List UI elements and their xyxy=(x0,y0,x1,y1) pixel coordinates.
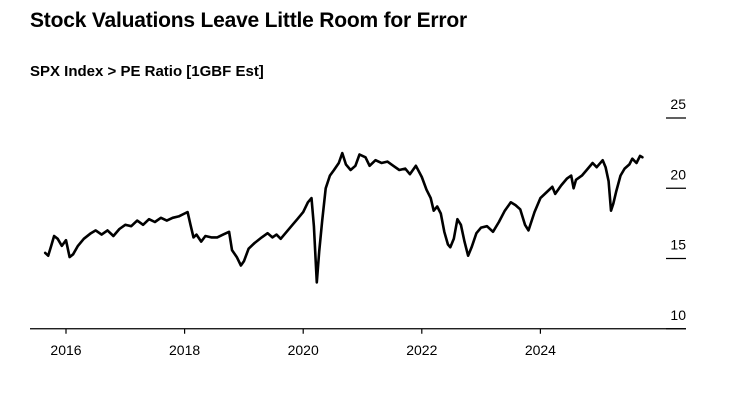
y-tick-label: 10 xyxy=(670,307,686,323)
chart-subtitle: SPX Index > PE Ratio [1GBF Est] xyxy=(30,63,264,80)
y-tick-label: 25 xyxy=(670,96,686,112)
x-tick-label: 2022 xyxy=(406,342,437,358)
x-tick-label: 2024 xyxy=(525,342,556,358)
series-line xyxy=(43,151,644,284)
y-tick-label: 15 xyxy=(670,237,686,253)
y-tick-label: 20 xyxy=(670,166,686,182)
chart-title: Stock Valuations Leave Little Room for E… xyxy=(30,9,467,32)
x-tick-label: 2018 xyxy=(169,342,200,358)
x-tick-label: 2016 xyxy=(50,342,81,358)
x-tick-label: 2020 xyxy=(288,342,319,358)
